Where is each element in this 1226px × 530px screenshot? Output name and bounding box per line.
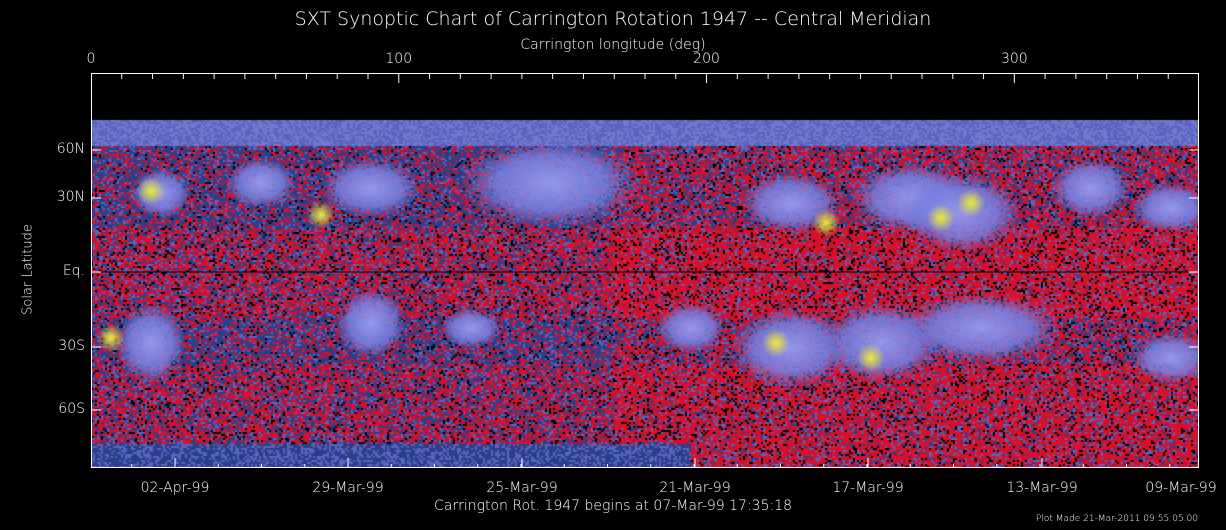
x-tick-label-bottom: 25-Mar-99 xyxy=(486,480,558,496)
synoptic-image xyxy=(91,73,1199,468)
y-tick-label: 60S xyxy=(58,401,85,417)
x-axis-label-top: Carrington longitude (deg) xyxy=(520,37,706,53)
x-tick-label-top: 100 xyxy=(385,51,413,67)
plot-frame xyxy=(91,73,1199,468)
x-tick-label-bottom: 21-Mar-99 xyxy=(659,480,731,496)
x-axis-label-bottom: Carrington Rot. 1947 begins at 07-Mar-99… xyxy=(433,498,793,514)
chart-title: SXT Synoptic Chart of Carrington Rotatio… xyxy=(294,8,932,30)
x-tick-label-bottom: 13-Mar-99 xyxy=(1006,480,1078,496)
x-tick-label-top: 0 xyxy=(86,51,96,67)
y-tick-label: 60N xyxy=(56,141,85,157)
y-tick-label: Eq. xyxy=(62,263,85,279)
x-tick-label-top: 300 xyxy=(1000,51,1028,67)
x-tick-label-bottom: 17-Mar-99 xyxy=(832,480,904,496)
x-tick-label-top: 200 xyxy=(693,51,720,67)
x-tick-label-bottom: 29-Mar-99 xyxy=(312,480,384,496)
plot-made-footer: Plot Made 21-Mar-2011 09:55:05.00 xyxy=(1035,514,1198,524)
y-tick-label: 30N xyxy=(56,189,85,205)
x-tick-label-bottom: 09-Mar-99 xyxy=(1145,480,1217,496)
synoptic-map xyxy=(91,73,1199,468)
y-tick-label: 30S xyxy=(58,338,85,354)
x-tick-label-bottom: 02-Apr-99 xyxy=(140,480,210,496)
